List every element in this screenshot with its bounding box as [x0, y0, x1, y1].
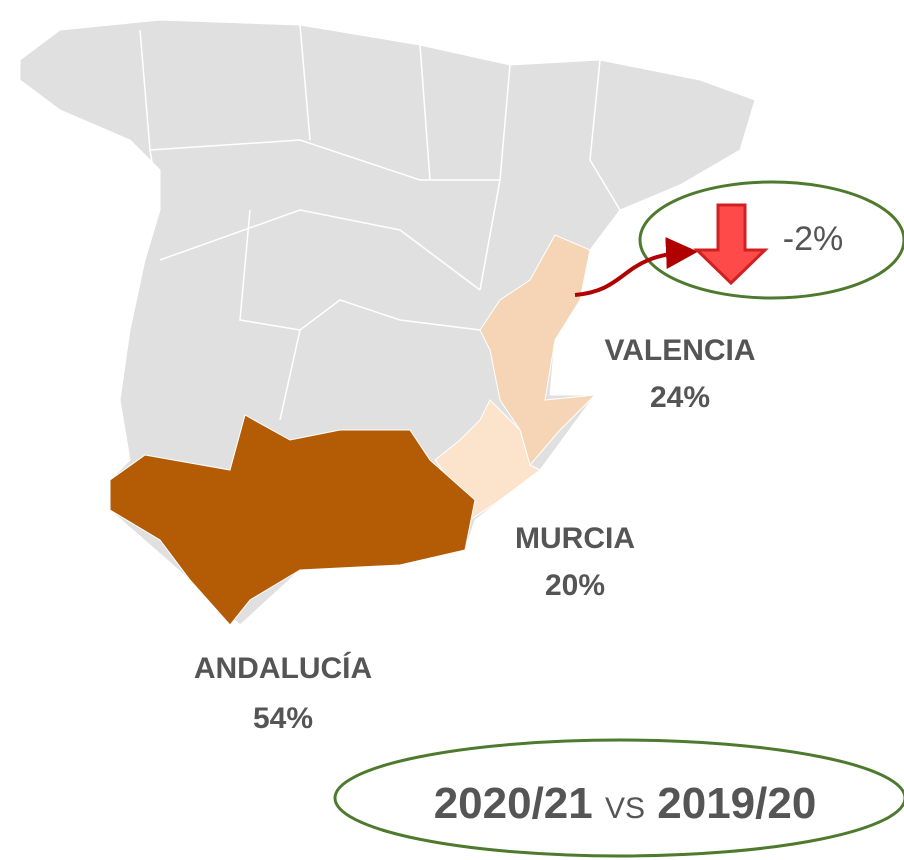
region-share: 20% — [545, 569, 605, 602]
callout-arrow — [574, 237, 698, 297]
separator: VS — [605, 792, 645, 825]
previous-period: 2019/20 — [657, 779, 816, 828]
region-share: 24% — [650, 381, 710, 414]
region-name: MURCIA — [515, 522, 635, 555]
down-arrow — [693, 203, 769, 286]
region-name: ANDALUCÍA — [194, 651, 372, 685]
change-ellipse — [638, 180, 904, 300]
andalucia-region — [109, 414, 476, 626]
comparison-text: 2020/21 VS 2019/20 — [434, 779, 817, 828]
current-period: 2020/21 — [434, 779, 593, 828]
region-borders — [139, 24, 621, 421]
change-value: -2% — [783, 220, 843, 258]
region-share: 54% — [253, 702, 313, 735]
region-name: VALENCIA — [604, 334, 755, 367]
comparison-ellipse — [333, 738, 904, 858]
